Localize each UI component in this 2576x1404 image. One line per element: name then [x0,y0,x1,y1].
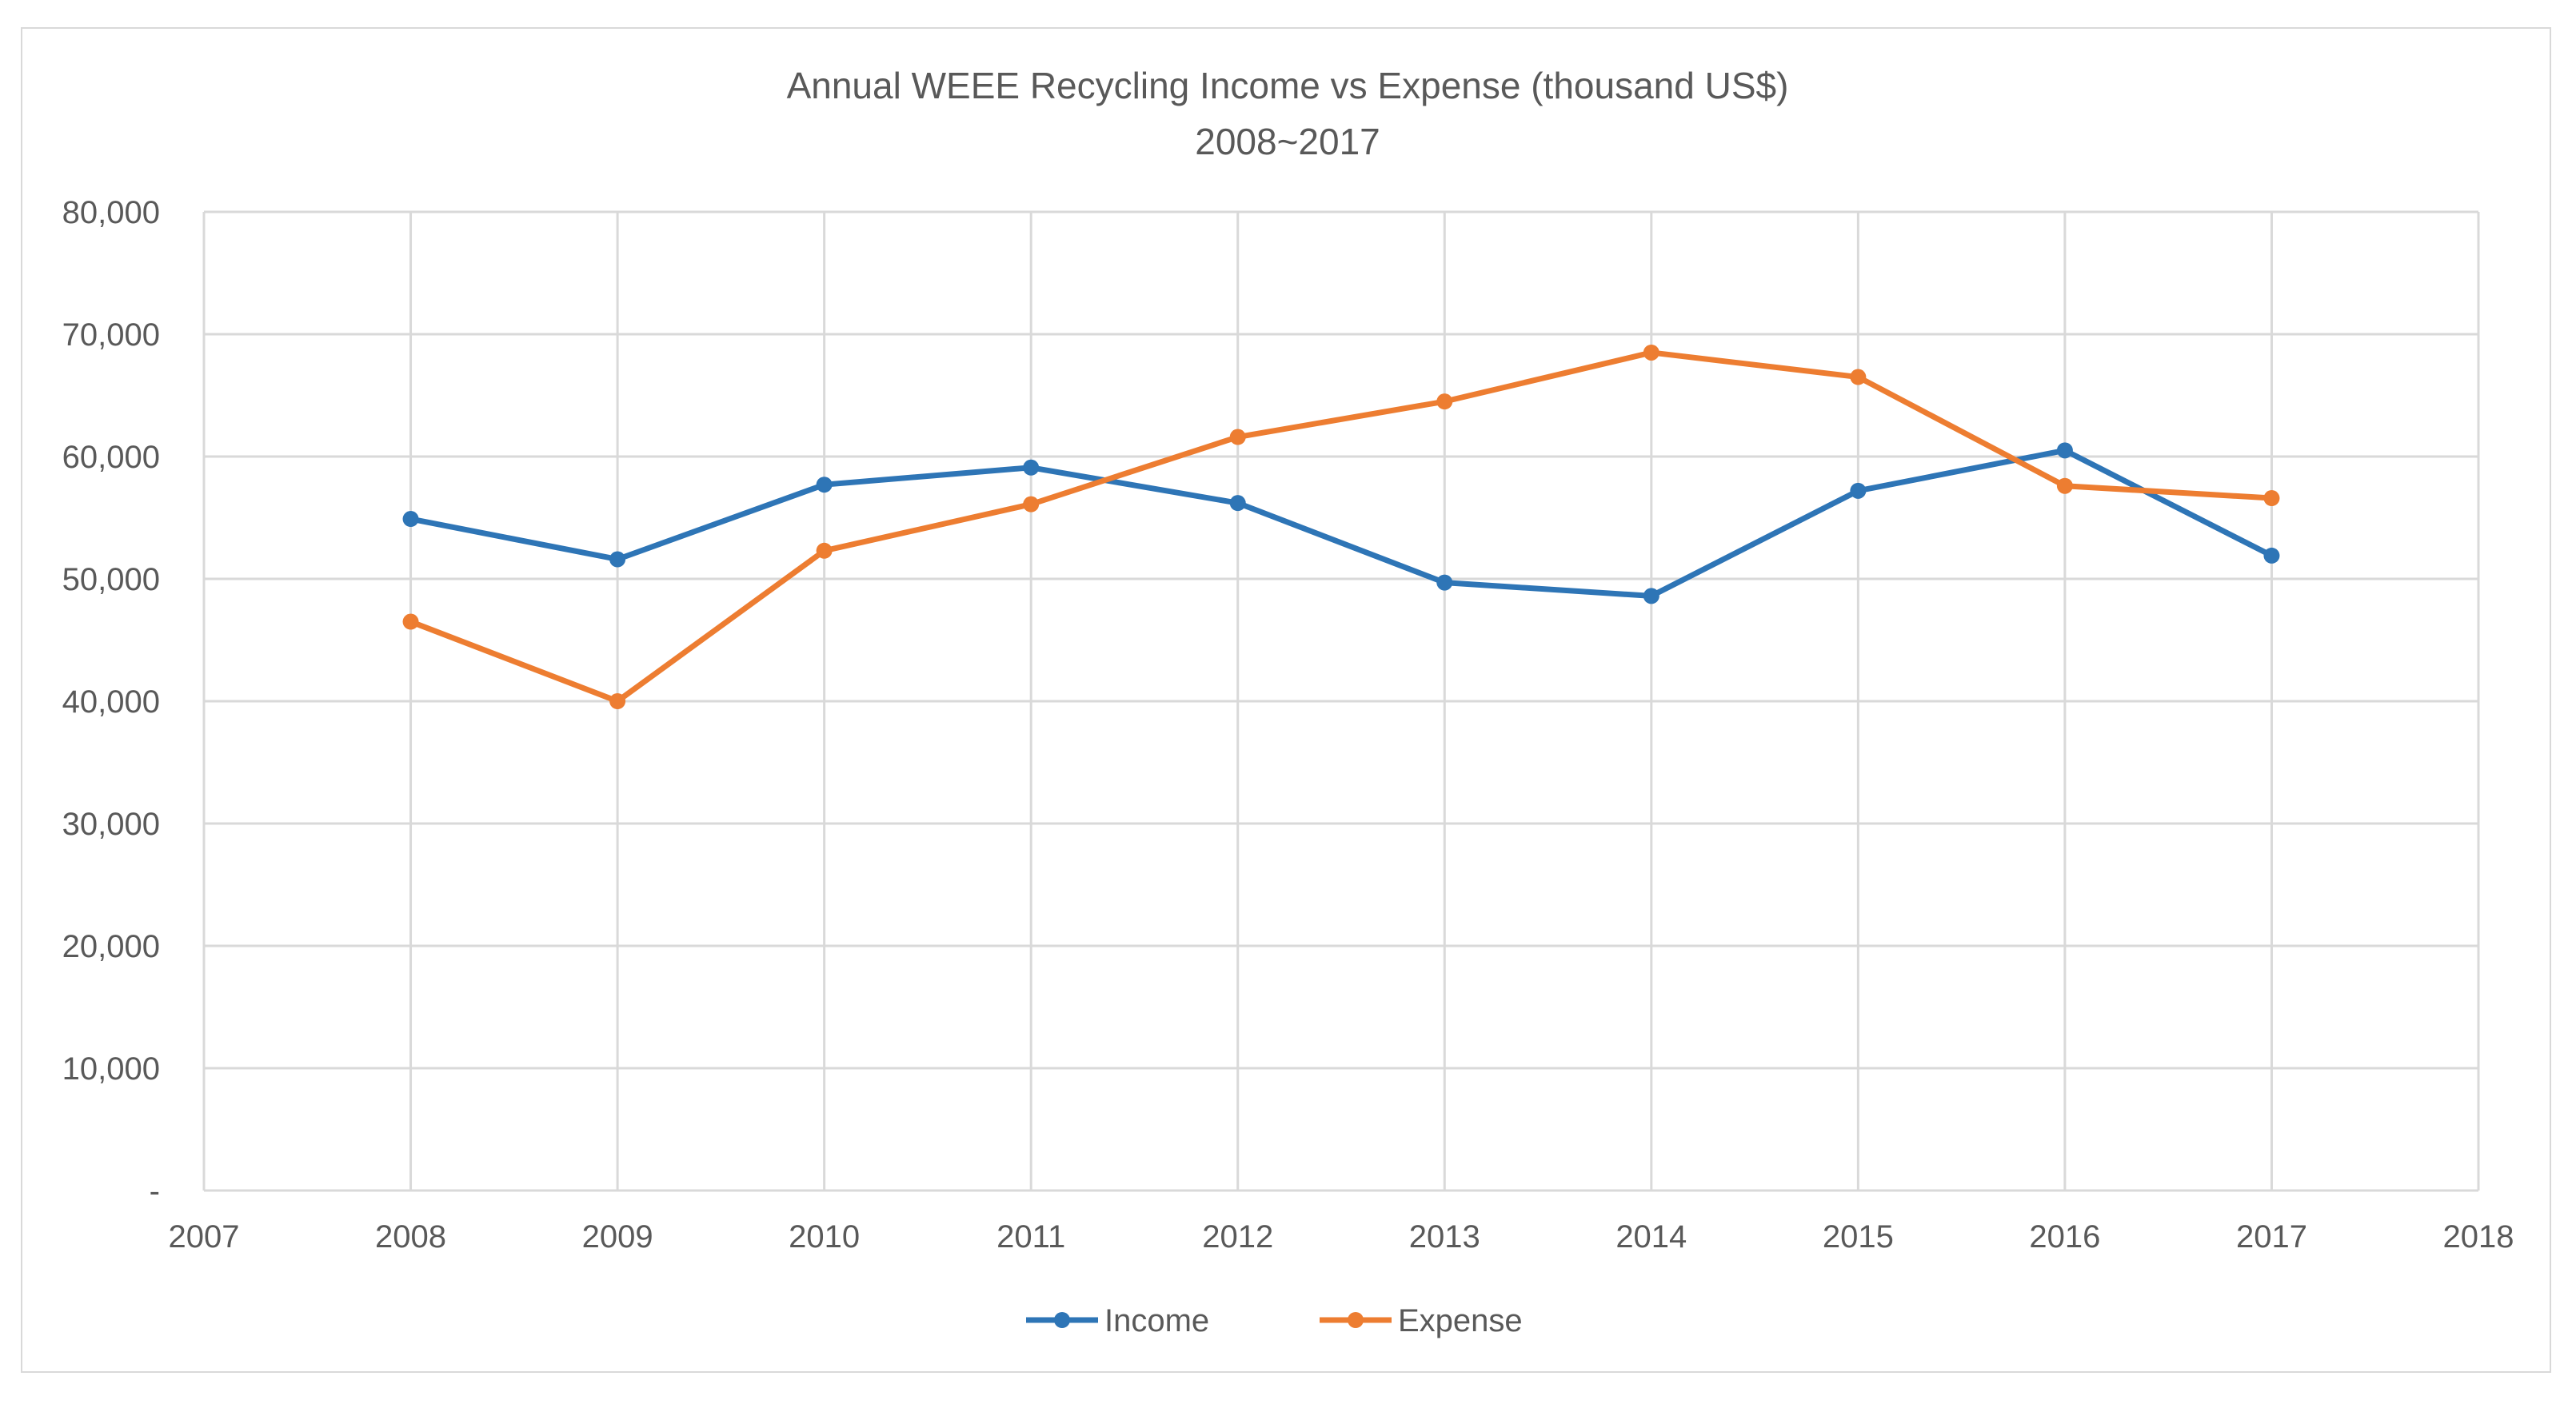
y-tick-label: - [150,1174,160,1209]
y-tick-label: 80,000 [62,195,160,230]
legend-label-expense: Expense [1398,1303,1523,1338]
data-point-expense [816,542,833,559]
y-tick-label: 50,000 [62,562,160,597]
data-point-income [1850,482,1867,499]
x-tick-label: 2009 [582,1219,653,1254]
x-tick-label: 2018 [2443,1219,2514,1254]
grid-lines [202,210,2480,1192]
data-point-expense [1436,393,1453,410]
legend-marker-expense [1348,1312,1364,1328]
x-tick-label: 2010 [789,1219,860,1254]
data-point-income [816,477,833,493]
data-point-income [1229,495,1246,512]
x-tick-label: 2011 [996,1219,1065,1254]
data-point-expense [1023,496,1040,513]
y-tick-label: 40,000 [62,684,160,720]
series-lines [402,344,2280,709]
x-tick-label: 2007 [169,1219,240,1254]
series-line-expense [408,349,2274,704]
x-tick-label: 2015 [1823,1219,1894,1254]
x-tick-label: 2014 [1615,1219,1687,1254]
x-tick-label: 2012 [1202,1219,1273,1254]
data-point-income [1436,574,1453,591]
x-tick-label: 2016 [2029,1219,2100,1254]
data-point-expense [1850,369,1867,385]
data-point-income [402,511,419,528]
data-point-expense [1643,344,1659,361]
data-point-income [2263,547,2280,564]
x-tick-label: 2008 [375,1219,446,1254]
y-tick-label: 60,000 [62,440,160,475]
y-tick-label: 70,000 [62,317,160,353]
data-point-expense [402,613,419,630]
x-tick-label: 2013 [1409,1219,1480,1254]
y-tick-label: 20,000 [62,929,160,964]
data-point-expense [2263,490,2280,507]
chart-subtitle: 2008~2017 [1195,121,1380,162]
y-tick-label: 10,000 [62,1051,160,1087]
legend-marker-income [1054,1312,1070,1328]
axes: - 10,000 20,000 30,000 40,000 50,000 60,000 70,… [62,195,2514,1254]
data-point-expense [1229,429,1246,445]
legend-label-income: Income [1104,1303,1209,1338]
data-point-income [609,551,626,568]
series-line-income [408,447,2274,599]
chart-title: Annual WEEE Recycling Income vs Expense … [787,65,1789,106]
legend: Income Expense [1026,1303,1523,1338]
y-tick-label: 30,000 [62,807,160,842]
data-point-expense [609,693,626,709]
data-point-income [2056,442,2073,459]
data-point-income [1023,459,1040,476]
data-point-income [1643,588,1659,604]
x-tick-label: 2017 [2236,1219,2307,1254]
data-point-expense [2056,477,2073,494]
